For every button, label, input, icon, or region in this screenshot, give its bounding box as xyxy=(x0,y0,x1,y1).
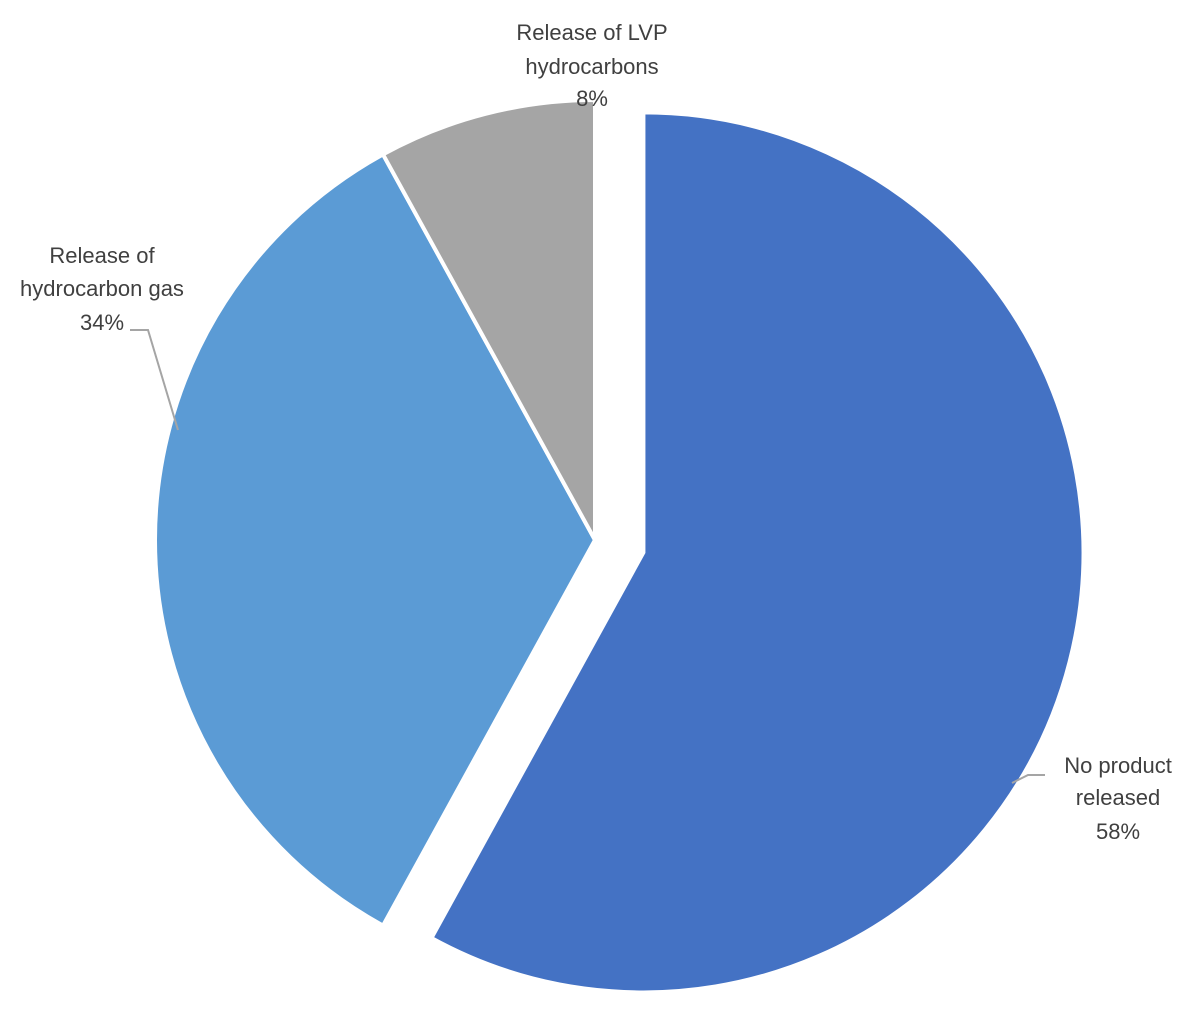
data-label-value: 58% xyxy=(1096,819,1140,844)
data-label-3: Release of LVP hydrocarbons 8% xyxy=(516,20,667,111)
leader-line-2 xyxy=(130,329,179,431)
data-label-category: No product xyxy=(1064,753,1172,778)
data-label-category: Release of xyxy=(49,243,155,268)
data-label-value: 8% xyxy=(576,86,608,111)
pie-slice-2 xyxy=(152,151,598,929)
data-label-category: released xyxy=(1076,785,1160,810)
leader-line-1 xyxy=(1011,774,1045,784)
data-label-1: No product released 58% xyxy=(1064,753,1172,844)
data-label-2: Release of hydrocarbon gas 34% xyxy=(20,243,184,335)
pie-slice-1 xyxy=(428,110,1086,995)
data-label-category: hydrocarbon gas xyxy=(20,276,184,301)
pie-slice-3 xyxy=(380,97,597,541)
data-label-category: Release of LVP xyxy=(516,20,667,45)
data-label-value: 34% xyxy=(80,310,124,335)
data-label-category: hydrocarbons xyxy=(525,54,658,79)
